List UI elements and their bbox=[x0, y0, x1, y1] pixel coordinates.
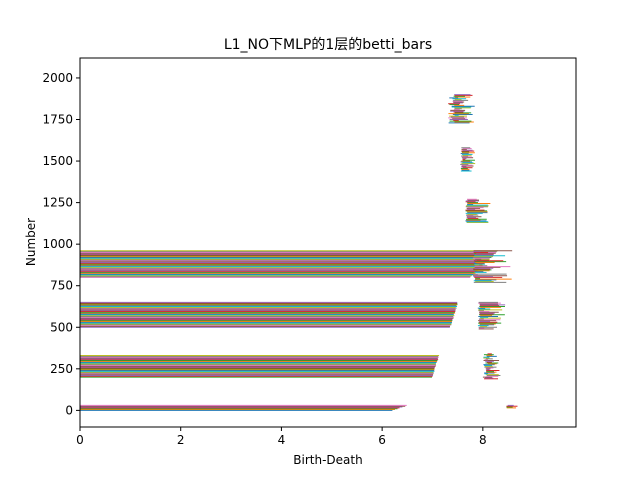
y-tick-label: 0 bbox=[65, 403, 73, 417]
y-tick-label: 500 bbox=[50, 320, 73, 334]
y-tick-label: 1500 bbox=[42, 154, 73, 168]
y-tick-label: 1000 bbox=[42, 237, 73, 251]
bars-layer bbox=[80, 94, 518, 411]
y-tick-label: 1750 bbox=[42, 113, 73, 127]
plot-frame bbox=[79, 57, 577, 428]
x-tick-label: 2 bbox=[177, 433, 185, 447]
x-tick-label: 4 bbox=[278, 433, 286, 447]
x-tick-label: 6 bbox=[378, 433, 386, 447]
y-tick-label: 750 bbox=[50, 279, 73, 293]
x-axis-label: Birth-Death bbox=[293, 453, 362, 467]
y-axis-label: Number bbox=[24, 218, 38, 266]
y-tick-label: 250 bbox=[50, 362, 73, 376]
y-tick-label: 1250 bbox=[42, 196, 73, 210]
x-tick-label: 0 bbox=[76, 433, 84, 447]
x-axis: 0 2 4 6 8 bbox=[76, 427, 487, 447]
x-tick-label: 8 bbox=[479, 433, 487, 447]
chart-title: L1_NO下MLP的1层的betti_bars bbox=[224, 37, 432, 53]
y-axis: 0 250 500 750 1000 1250 1500 1750 2000 bbox=[42, 71, 80, 417]
y-tick-label: 2000 bbox=[42, 71, 73, 85]
